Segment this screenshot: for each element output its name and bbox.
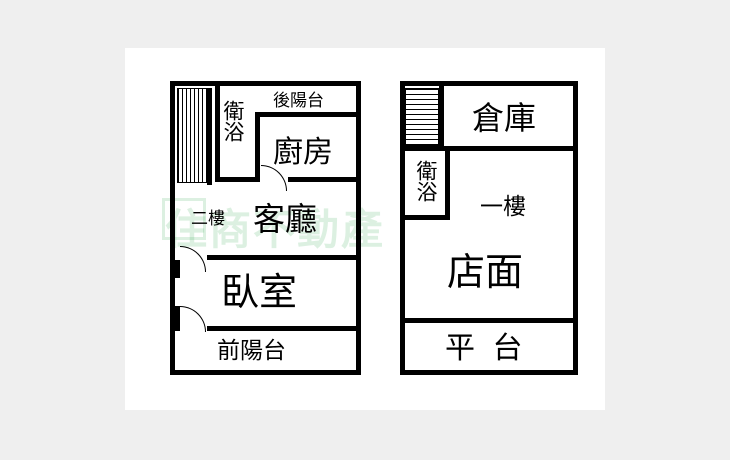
watermark-text: 住商不動產 [165,205,386,254]
staircase-icon [177,88,207,183]
room-label-front-balcony: 前陽台 [217,338,286,364]
wall [175,306,180,331]
staircase-icon [405,88,439,146]
wall [400,81,405,375]
wall [215,177,260,182]
wall [207,88,212,185]
floorplan-canvas: 住商不動產 後陽台 衛浴 廚房 二樓 客廳 [125,48,605,410]
wall [255,112,356,117]
wall [215,86,220,182]
watermark-logo-icon [162,198,206,240]
wall [170,81,361,86]
wall [207,326,356,331]
wall [400,81,578,86]
wall [445,151,450,217]
wall [573,81,578,375]
wall [175,260,180,278]
room-label-storage: 倉庫 [472,99,537,137]
room-label-bathroom: 衛浴 [414,160,438,202]
wall [255,112,260,182]
room-label-living-room: 客廳 [253,200,318,238]
room-label-platform: 平 台 [445,331,527,366]
wall [405,215,450,220]
room-label-rear-balcony: 後陽台 [273,91,324,111]
floor-label-1f: 一樓 [480,194,526,220]
wall [400,370,578,375]
floor-label-2f: 二樓 [191,209,225,229]
room-label-bathroom: 衛浴 [221,100,245,142]
wall [356,81,361,375]
room-label-bedroom: 臥室 [221,270,298,314]
wall [405,318,573,323]
room-label-shop-front: 店面 [447,250,524,294]
wall [405,146,573,151]
door-arc-icon [180,306,206,332]
wall [439,86,444,148]
wall [170,81,175,375]
wall [170,370,361,375]
room-label-kitchen: 廚房 [273,135,333,170]
wall [288,177,356,182]
wall [207,255,356,260]
